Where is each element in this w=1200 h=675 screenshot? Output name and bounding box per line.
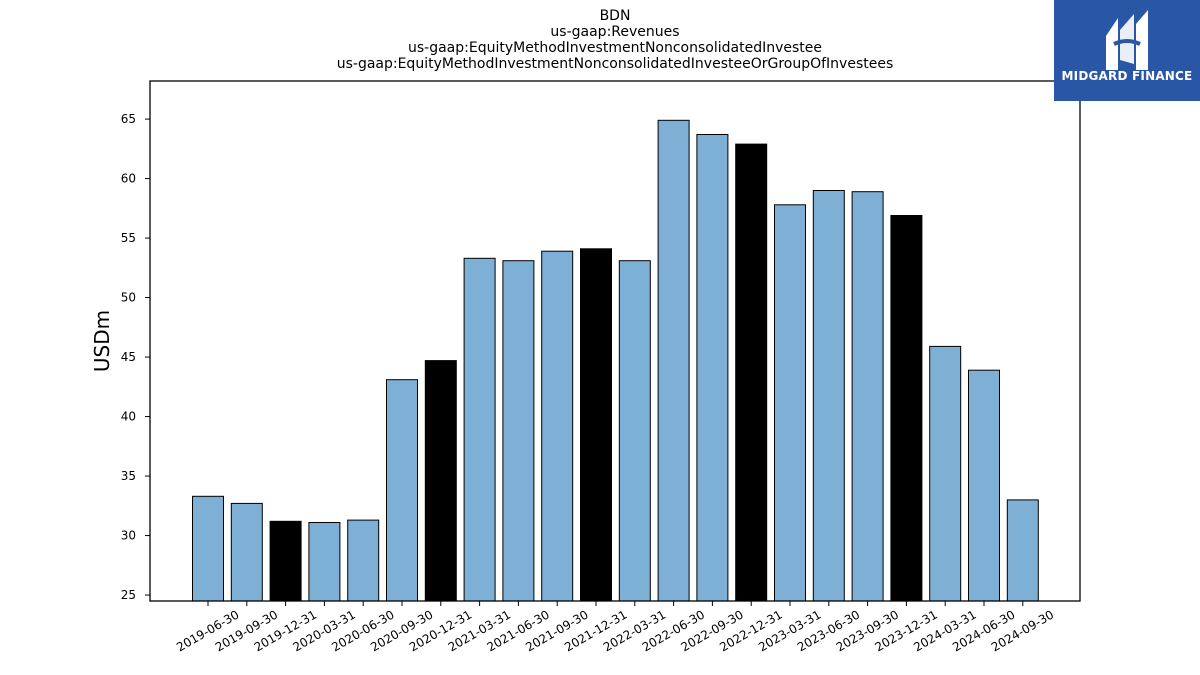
y-tick-label: 50 <box>121 291 136 305</box>
bar-2023-12-31 <box>890 215 923 602</box>
bar-2020-06-30 <box>347 519 380 602</box>
y-axis-label: USDm <box>90 310 114 372</box>
bar-2024-09-30 <box>1006 499 1039 602</box>
bar-2021-03-31 <box>463 257 496 602</box>
bar-2022-12-31 <box>735 143 768 602</box>
y-tick-label: 55 <box>121 231 136 245</box>
chart-title-line-4: us-gaap:EquityMethodInvestmentNonconsoli… <box>336 56 894 72</box>
bar-2021-12-31 <box>580 248 612 602</box>
bar-2019-06-30 <box>192 495 224 602</box>
y-tick-label: 30 <box>121 529 136 543</box>
bar-2019-09-30 <box>230 502 263 602</box>
chart-title-line-3: us-gaap:EquityMethodInvestmentNonconsoli… <box>408 40 822 56</box>
chart-title-line-2: us-gaap:Revenues <box>550 24 680 40</box>
bar-2024-06-30 <box>968 369 1000 602</box>
bar-2022-09-30 <box>696 134 729 602</box>
y-tick-label: 35 <box>121 469 136 483</box>
plot-frame <box>149 80 1081 602</box>
bar-2022-06-30 <box>657 119 690 602</box>
bar-2021-06-30 <box>502 260 535 602</box>
y-tick-label: 65 <box>121 112 136 126</box>
bar-2020-12-31 <box>424 360 457 602</box>
bar-2023-09-30 <box>851 191 884 602</box>
bar-2022-03-31 <box>618 260 651 602</box>
bar-2020-09-30 <box>386 379 418 602</box>
bar-2019-12-31 <box>269 520 302 602</box>
y-tick-label: 40 <box>121 410 136 424</box>
midgard-finance-logo: MIDGARD FINANCE <box>1054 0 1200 101</box>
midgard-logo-icon <box>1106 10 1148 70</box>
y-tick-label: 60 <box>121 172 136 186</box>
logo-text: MIDGARD FINANCE <box>1061 69 1193 83</box>
bar-2024-03-31 <box>929 345 962 602</box>
chart-title-line-1: BDN <box>599 8 631 24</box>
bar-2023-03-31 <box>774 204 806 602</box>
bar-2021-09-30 <box>541 250 574 602</box>
bar-2020-03-31 <box>308 522 341 602</box>
y-tick-label: 25 <box>121 588 136 602</box>
bar-2023-06-30 <box>812 190 845 602</box>
y-tick-label: 45 <box>121 350 136 364</box>
